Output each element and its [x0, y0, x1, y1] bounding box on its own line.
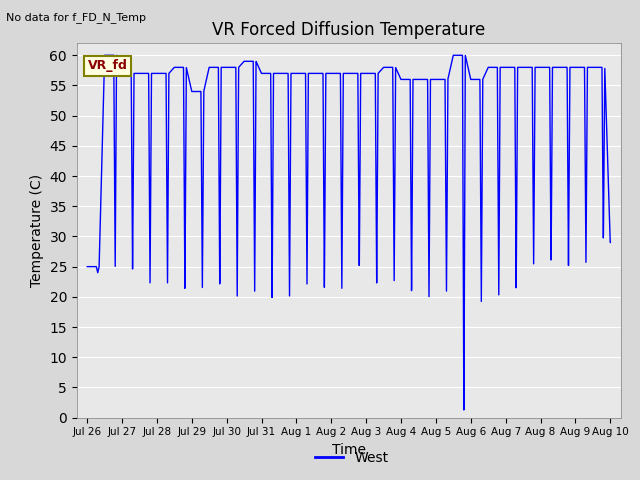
Text: No data for f_FD_N_Temp: No data for f_FD_N_Temp: [6, 12, 147, 23]
Legend: West: West: [310, 445, 394, 471]
Text: VR_fd: VR_fd: [88, 60, 127, 72]
Y-axis label: Temperature (C): Temperature (C): [30, 174, 44, 287]
X-axis label: Time: Time: [332, 443, 366, 457]
Title: VR Forced Diffusion Temperature: VR Forced Diffusion Temperature: [212, 21, 485, 39]
